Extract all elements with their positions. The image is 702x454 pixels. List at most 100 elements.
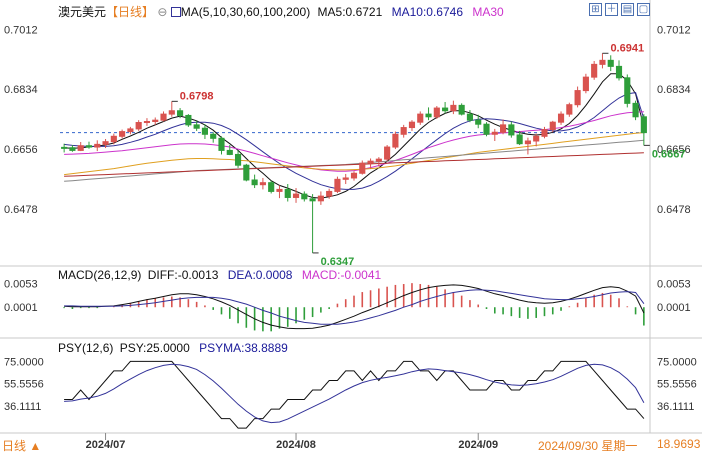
candle-body [491, 131, 498, 135]
triangle-up-icon: ▲ [29, 439, 42, 453]
price-annotation: 0.6941 [610, 42, 644, 54]
candle-body [557, 113, 565, 123]
price-annotation: 0.6667 [652, 148, 686, 160]
psy-ytick-right: 55.5556 [657, 379, 697, 391]
candle-body [640, 116, 647, 134]
candle-body [268, 182, 275, 192]
price-annotation: 0.6347 [321, 256, 355, 268]
candle-body [284, 188, 291, 198]
candle-body [500, 124, 507, 133]
candle [292, 188, 300, 203]
zoom-in-icon[interactable]: ＋ [605, 3, 618, 16]
candle [234, 150, 242, 168]
candle-body [483, 123, 490, 135]
price-ytick-right: 0.6656 [657, 144, 691, 156]
candle [309, 194, 316, 253]
candle-body [61, 146, 68, 149]
candle [384, 145, 391, 162]
candle [268, 180, 275, 194]
ma-settings-icon[interactable]: ⊖ [157, 5, 168, 19]
price-ytick-left: 0.6834 [4, 84, 38, 96]
period-label[interactable]: 【日线】 [106, 5, 155, 19]
candle [77, 142, 84, 152]
window-icon[interactable]: ▢ [637, 3, 650, 16]
psy-ytick-right: 36.1111 [657, 401, 694, 413]
macd-ytick-left: 0.0001 [4, 302, 38, 314]
candle [334, 176, 341, 194]
candle-body [201, 127, 208, 135]
candle [210, 132, 217, 143]
candle [442, 102, 449, 114]
macd-label: MACD(26,12,9) [58, 268, 142, 282]
candle [475, 114, 482, 129]
ma-label: MA(5,10,30,60,100,200) [180, 5, 311, 19]
candle-body [119, 131, 126, 137]
candle [326, 188, 333, 199]
macd-dea-line [64, 289, 645, 325]
price-ytick-left: 0.6656 [4, 144, 38, 156]
candle [591, 61, 598, 80]
candle [160, 111, 167, 122]
macd-header: MACD(26,12,9) DIFF:-0.0013 DEA:0.0008 MA… [58, 268, 381, 282]
candle-body [259, 182, 266, 186]
candle-body [309, 198, 316, 202]
candle [533, 133, 540, 147]
candle-body [193, 124, 200, 129]
candle [85, 141, 93, 149]
psy-ytick-left: 55.5556 [4, 379, 44, 391]
candle [152, 117, 159, 125]
candle [301, 191, 308, 202]
candle [500, 119, 507, 135]
candle [226, 145, 233, 156]
ma5-value: MA5:0.6721 [317, 5, 383, 19]
grid-icon[interactable]: ⊞ [589, 3, 602, 16]
candle-body [251, 179, 258, 186]
candle [375, 157, 382, 167]
period-switch-button[interactable]: 日线 ▲ [2, 437, 41, 454]
candle-body [541, 129, 548, 137]
candle-body [450, 104, 457, 112]
candle [599, 53, 606, 69]
candle-body [102, 141, 109, 145]
candle [516, 130, 523, 146]
candle-body [218, 137, 225, 151]
candle [466, 110, 474, 123]
macd-macd-value: MACD:-0.0041 [301, 268, 382, 282]
candle-body [135, 122, 142, 130]
candle [69, 145, 76, 152]
candle-body [425, 113, 432, 118]
chart-icon[interactable]: ▤ [621, 3, 634, 16]
candle [541, 126, 548, 139]
candle [102, 138, 109, 149]
cursor-value: 18.9693 [657, 437, 701, 451]
candle-body [276, 188, 283, 192]
ma30-value: MA30 [472, 5, 504, 19]
candle-body [632, 102, 639, 118]
candle [524, 137, 531, 155]
symbol-name: 澳元美元 [58, 5, 107, 19]
candle-body [210, 133, 217, 139]
candle [566, 102, 573, 117]
candle-body [160, 113, 167, 121]
ma-indicator-icon[interactable] [170, 7, 181, 17]
candle [425, 107, 432, 121]
candle [450, 100, 457, 115]
candle [400, 124, 407, 138]
psy-ytick-right: 75.0000 [657, 356, 697, 368]
candle-body [566, 104, 573, 115]
candle [582, 73, 589, 94]
candle-body [317, 195, 324, 202]
candle [251, 174, 258, 189]
candle-body [442, 107, 449, 112]
candle [433, 106, 440, 119]
candle [632, 100, 639, 121]
candle [94, 140, 101, 152]
candle-body [400, 127, 407, 135]
candle-body [384, 146, 391, 160]
candle [317, 191, 324, 205]
candle-body [110, 135, 117, 143]
candle-body [607, 59, 614, 67]
psy-value: PSY:25.0000 [119, 341, 190, 355]
candle-body [615, 65, 623, 79]
